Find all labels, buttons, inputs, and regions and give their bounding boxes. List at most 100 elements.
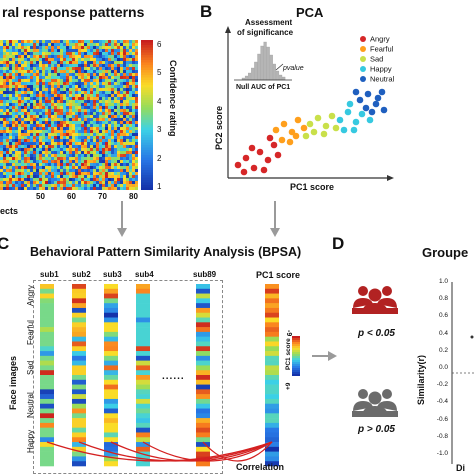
heatmap-cell (48, 151, 52, 155)
stripe-cell (104, 418, 118, 424)
heatmap-cell (39, 64, 43, 68)
heatmap-cell (24, 46, 28, 50)
heatmap-cell (69, 49, 73, 53)
heatmap-cell (21, 73, 25, 77)
pc1-cbar-step (292, 338, 300, 341)
heatmap-cell (123, 49, 127, 53)
heatmap-cell (132, 43, 136, 47)
heatmap-cell (108, 103, 112, 107)
heatmap-cell (33, 151, 37, 155)
heatmap-cell (69, 148, 73, 152)
stripe-cell (265, 456, 279, 462)
heatmap-cell (12, 145, 16, 149)
heatmap-cell (87, 133, 91, 137)
heatmap-cell (0, 103, 4, 107)
heatmap-cell (108, 121, 112, 125)
heatmap-cell (15, 136, 19, 140)
heatmap-cell (114, 103, 118, 107)
heatmap-cell (66, 52, 70, 56)
heatmap-cell (114, 91, 118, 95)
pca-point (310, 128, 318, 136)
stripe-cell (104, 437, 118, 443)
heatmap-cell (123, 163, 127, 167)
heatmap-cell (39, 169, 43, 173)
heatmap-cell (84, 73, 88, 77)
heatmap-cell (3, 121, 7, 125)
heatmap-cell (42, 61, 46, 65)
stripe-cell (104, 461, 118, 467)
heatmap-cell (99, 73, 103, 77)
colorbar-step (141, 122, 153, 126)
heatmap-cell (84, 121, 88, 125)
heatmap-cell (12, 94, 16, 98)
correlation-arcs (46, 441, 273, 462)
heatmap-cell (78, 142, 82, 146)
heatmap-cell (21, 79, 25, 83)
heatmap-cell (3, 118, 7, 122)
heatmap-cell (126, 181, 130, 185)
heatmap-cell (87, 97, 91, 101)
heatmap-cell (9, 133, 13, 137)
heatmap-cell (60, 166, 64, 170)
heatmap-cell (15, 40, 19, 44)
stripe-cell (196, 327, 210, 333)
heatmap-cell (18, 49, 22, 53)
heatmap-cell (99, 76, 103, 80)
heatmap-cell (30, 184, 34, 188)
heatmap-cell (108, 184, 112, 188)
heatmap-cell (123, 178, 127, 182)
heatmap-cell (78, 85, 82, 89)
heatmap-cell (87, 82, 91, 86)
heatmap-cell (21, 112, 25, 116)
heatmap-cell (24, 115, 28, 119)
heatmap-cell (45, 148, 49, 152)
heatmap-cell (93, 58, 97, 62)
heatmap-cell (126, 106, 130, 110)
heatmap-cell (123, 85, 127, 89)
heatmap-cell (21, 160, 25, 164)
heatmap-cell (132, 91, 136, 95)
heatmap-cell (108, 109, 112, 113)
heatmap-cell (135, 148, 138, 152)
heatmap-cell (18, 55, 22, 59)
heatmap-cell (9, 73, 13, 77)
heatmap-cell (135, 70, 138, 74)
heatmap-cell (15, 151, 19, 155)
heatmap-cell (105, 76, 109, 80)
heatmap-cell (105, 169, 109, 173)
stripe-cell (136, 288, 150, 294)
stripe-cell (136, 307, 150, 314)
heatmap-cell (111, 181, 115, 185)
heatmap-cell (96, 91, 100, 95)
heatmap-cell (99, 88, 103, 92)
stripe-cell (196, 341, 210, 347)
heatmap-cell (69, 154, 73, 158)
heatmap-cell (129, 172, 133, 176)
similarity-tick: 0.6 (438, 312, 448, 320)
heatmap-cell (30, 55, 34, 59)
heatmap-cell (75, 154, 79, 158)
stripe-cell (72, 360, 86, 366)
arrow-c-to-d (312, 351, 337, 361)
heatmap-cell (33, 103, 37, 107)
heatmap-cell (135, 139, 138, 143)
heatmap-cell (126, 76, 130, 80)
pca-point (380, 106, 388, 114)
heatmap-cell (105, 118, 109, 122)
heatmap-cell (63, 169, 67, 173)
heatmap-cell (45, 106, 49, 110)
heatmap-cell (108, 157, 112, 161)
heatmap-cell (96, 118, 100, 122)
heatmap-cell (33, 76, 37, 80)
heatmap-cell (60, 184, 64, 188)
colorbar-step (141, 70, 153, 73)
stripe-cell (104, 284, 118, 290)
stripe-cell (265, 432, 279, 438)
heatmap-cell (54, 181, 58, 185)
heatmap-cell (24, 163, 28, 167)
heatmap-cell (129, 109, 133, 113)
heatmap-cell (114, 124, 118, 128)
heatmap-cell (36, 181, 40, 185)
heatmap-cell (3, 67, 7, 71)
heatmap-cell (60, 187, 64, 190)
